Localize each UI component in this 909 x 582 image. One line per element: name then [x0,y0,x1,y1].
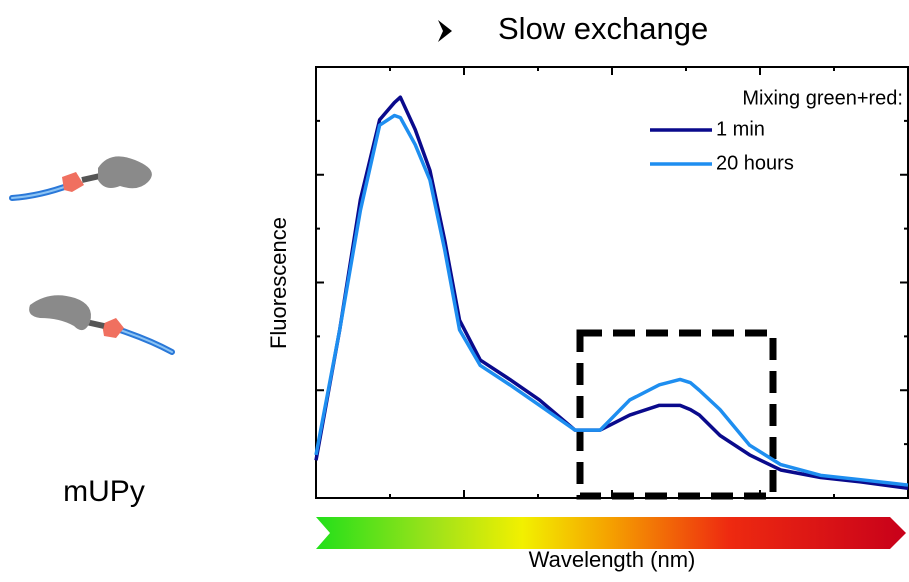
highlight-box [576,329,777,500]
plot-frame [315,66,909,499]
legend-title: Mixing green+red: [742,87,903,109]
molecule-icon [9,156,152,201]
spectrum-arrow [316,517,906,549]
legend-label: 1 min [716,118,765,140]
annotation: mUPy [63,475,145,508]
title-bullet [438,20,452,42]
x-axis-label: Wavelength (nm) [529,547,696,572]
y-axis-label: Fluorescence [266,217,291,349]
series-line [314,113,909,487]
chart-title: Slow exchange [498,11,708,46]
series-line [314,95,909,491]
legend-label: 20 hours [716,152,794,174]
molecule-icon [29,295,175,355]
